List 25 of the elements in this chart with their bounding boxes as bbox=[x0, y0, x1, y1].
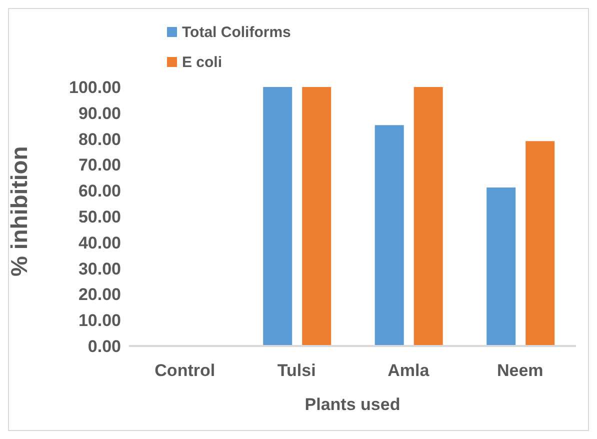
y-tick-label: 80.00 bbox=[78, 130, 121, 149]
y-tick-label: 90.00 bbox=[78, 104, 121, 123]
y-tick-label: 30.00 bbox=[78, 259, 121, 278]
y-tick-label: 100.00 bbox=[69, 78, 121, 98]
x-tick-label: Control bbox=[154, 361, 216, 380]
y-tick-label: 60.00 bbox=[78, 182, 121, 201]
y-tick-label: 70.00 bbox=[78, 156, 121, 175]
bar bbox=[263, 87, 292, 346]
y-tick-label: 20.00 bbox=[78, 285, 121, 304]
x-tick-label: Neem bbox=[496, 361, 544, 380]
y-tick-label: 10.00 bbox=[78, 311, 121, 330]
bar bbox=[414, 87, 443, 346]
bar bbox=[374, 125, 404, 346]
legend-label: E coli bbox=[182, 54, 222, 70]
y-tick-label: 40.00 bbox=[78, 233, 121, 252]
x-axis-title: Plants used bbox=[304, 395, 400, 414]
legend-label: Total Coliforms bbox=[182, 24, 291, 40]
x-tick-label: Amla bbox=[388, 361, 430, 380]
bar bbox=[486, 187, 516, 346]
bar bbox=[302, 87, 332, 346]
y-tick-label: 0.00 bbox=[88, 337, 121, 356]
bar bbox=[526, 141, 555, 346]
x-tick-label: Tulsi bbox=[277, 361, 316, 380]
y-axis-title: % inhibition bbox=[6, 146, 32, 276]
y-tick-label: 50.00 bbox=[78, 208, 121, 227]
